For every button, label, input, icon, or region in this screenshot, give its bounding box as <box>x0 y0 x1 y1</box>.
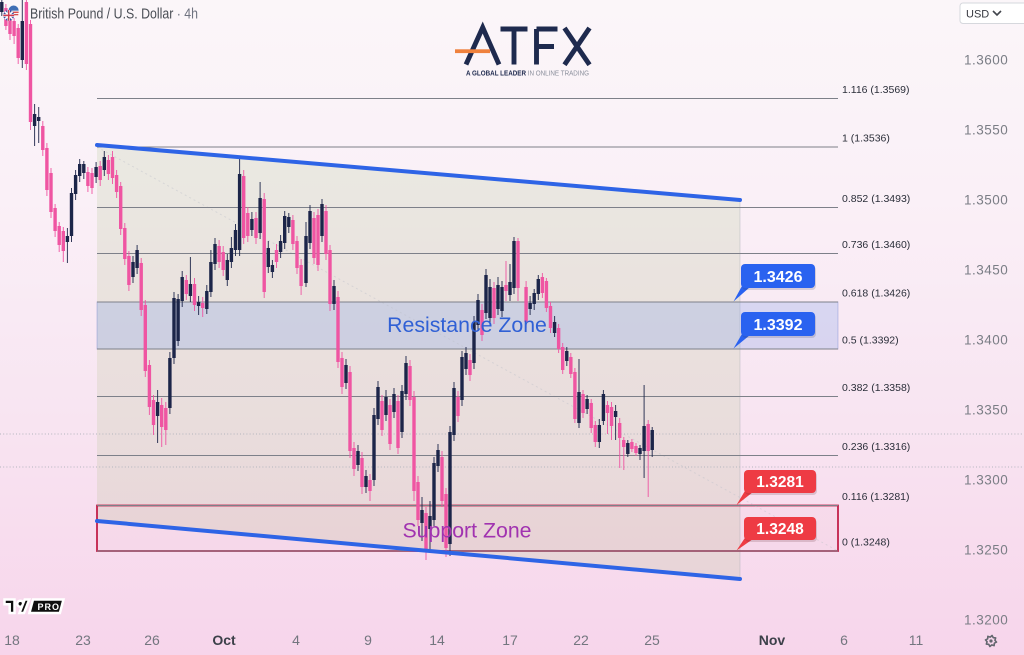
svg-text:1 (1.3536): 1 (1.3536) <box>842 133 890 145</box>
svg-text:A GLOBAL LEADER IN ONLINE TRAD: A GLOBAL LEADER IN ONLINE TRADING <box>466 69 589 78</box>
svg-text:1.3550: 1.3550 <box>964 123 1008 138</box>
svg-text:1.3426: 1.3426 <box>754 269 803 286</box>
svg-text:Oct: Oct <box>212 632 236 648</box>
svg-text:USD: USD <box>966 9 989 21</box>
svg-text:1.3400: 1.3400 <box>964 333 1008 348</box>
svg-text:British Pound / U.S. Dollar ·: British Pound / U.S. Dollar · 4h <box>30 6 198 23</box>
svg-text:1.3450: 1.3450 <box>964 263 1008 278</box>
svg-text:Resistance Zone: Resistance Zone <box>387 313 547 337</box>
svg-text:0.382 (1.3358): 0.382 (1.3358) <box>842 382 910 394</box>
svg-text:1.3350: 1.3350 <box>964 403 1008 418</box>
svg-text:0.852 (1.3493): 0.852 (1.3493) <box>842 193 910 205</box>
svg-text:0.236 (1.3316): 0.236 (1.3316) <box>842 441 910 453</box>
svg-text:0 (1.3248): 0 (1.3248) <box>842 537 890 549</box>
svg-text:14: 14 <box>429 632 445 648</box>
svg-text:0.116 (1.3281): 0.116 (1.3281) <box>842 491 910 503</box>
svg-text:22: 22 <box>573 632 589 648</box>
svg-text:PRO: PRO <box>38 602 61 612</box>
svg-text:1.3250: 1.3250 <box>964 543 1008 558</box>
svg-text:Support Zone: Support Zone <box>402 519 531 543</box>
svg-text:0.618 (1.3426): 0.618 (1.3426) <box>842 288 910 300</box>
svg-text:25: 25 <box>644 632 660 648</box>
svg-text:6: 6 <box>840 632 848 648</box>
svg-text:1.3200: 1.3200 <box>964 613 1008 628</box>
svg-text:1.3300: 1.3300 <box>964 473 1008 488</box>
svg-text:11: 11 <box>909 632 924 648</box>
svg-text:1.3600: 1.3600 <box>964 53 1008 68</box>
svg-text:0.5 (1.3392): 0.5 (1.3392) <box>842 335 899 347</box>
svg-text:1.3500: 1.3500 <box>964 193 1008 208</box>
svg-text:1.3392: 1.3392 <box>754 317 803 334</box>
svg-text:4: 4 <box>292 632 300 648</box>
svg-text:18: 18 <box>4 632 20 648</box>
svg-text:1.3281: 1.3281 <box>756 474 804 491</box>
svg-text:0.736 (1.3460): 0.736 (1.3460) <box>842 239 910 251</box>
svg-text:23: 23 <box>75 632 91 648</box>
svg-text:Nov: Nov <box>759 632 786 648</box>
svg-text:1.3248: 1.3248 <box>756 521 804 538</box>
svg-text:17: 17 <box>502 632 518 648</box>
svg-text:1.116 (1.3569): 1.116 (1.3569) <box>842 84 910 96</box>
svg-text:9: 9 <box>364 632 372 648</box>
svg-text:26: 26 <box>144 632 160 648</box>
